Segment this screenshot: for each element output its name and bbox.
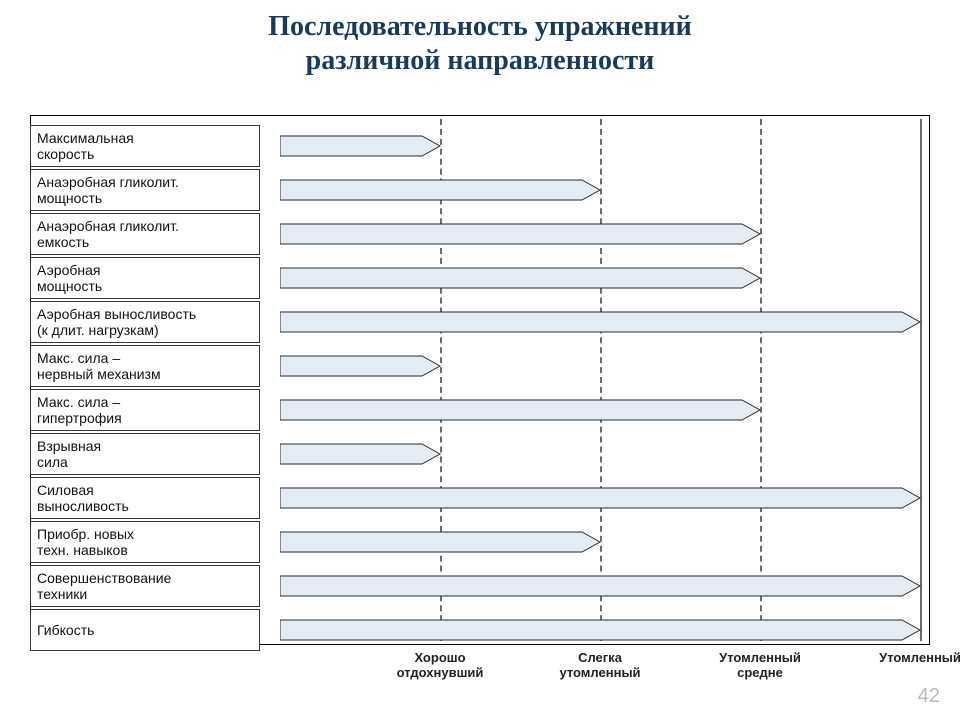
table-row: Силовая выносливость [30, 477, 930, 519]
table-row: Взрывная сила [30, 433, 930, 475]
row-label: Анаэробная гликолит. мощность [30, 169, 260, 211]
arrow-bar [280, 521, 602, 563]
table-row: Приобр. новых техн. навыков [30, 521, 930, 563]
table-row: Макс. сила – гипертрофия [30, 389, 930, 431]
row-label: Гибкость [30, 609, 260, 651]
table-row: Аэробная мощность [30, 257, 930, 299]
page: Последовательность упражнений различной … [0, 0, 960, 720]
arrow-bar [280, 477, 922, 519]
x-axis-label: Утомленный средне [719, 651, 801, 681]
x-axis-label: Утомленный [879, 651, 960, 666]
row-label: Приобр. новых техн. навыков [30, 521, 260, 563]
table-row: Совершенствование техники [30, 565, 930, 607]
arrow-bar [280, 125, 442, 167]
row-label: Аэробная выносливость (к длит. нагрузкам… [30, 301, 260, 343]
arrow-bar [280, 565, 922, 607]
row-label: Взрывная сила [30, 433, 260, 475]
row-label: Аэробная мощность [30, 257, 260, 299]
table-row: Макс. сила – нервный механизм [30, 345, 930, 387]
arrow-bar [280, 213, 762, 255]
row-label: Макс. сила – нервный механизм [30, 345, 260, 387]
table-row: Анаэробная гликолит. емкость [30, 213, 930, 255]
arrow-bar [280, 609, 922, 651]
arrow-bar [280, 257, 762, 299]
arrow-bar [280, 301, 922, 343]
row-label: Максимальная скорость [30, 125, 260, 167]
chart-container: Максимальная скоростьАнаэробная гликолит… [30, 115, 930, 645]
page-number: 42 [918, 685, 940, 708]
table-row: Аэробная выносливость (к длит. нагрузкам… [30, 301, 930, 343]
arrow-bar [280, 389, 762, 431]
row-label: Силовая выносливость [30, 477, 260, 519]
arrow-bar [280, 169, 602, 211]
table-row: Максимальная скорость [30, 125, 930, 167]
arrow-bar [280, 433, 442, 475]
arrow-bar [280, 345, 442, 387]
page-title: Последовательность упражнений различной … [0, 0, 960, 77]
table-row: Гибкость [30, 609, 930, 651]
row-label: Макс. сила – гипертрофия [30, 389, 260, 431]
x-axis-label: Хорошо отдохнувший [397, 651, 484, 681]
row-label: Совершенствование техники [30, 565, 260, 607]
x-axis-label: Слегка утомленный [559, 651, 640, 681]
table-row: Анаэробная гликолит. мощность [30, 169, 930, 211]
row-label: Анаэробная гликолит. емкость [30, 213, 260, 255]
